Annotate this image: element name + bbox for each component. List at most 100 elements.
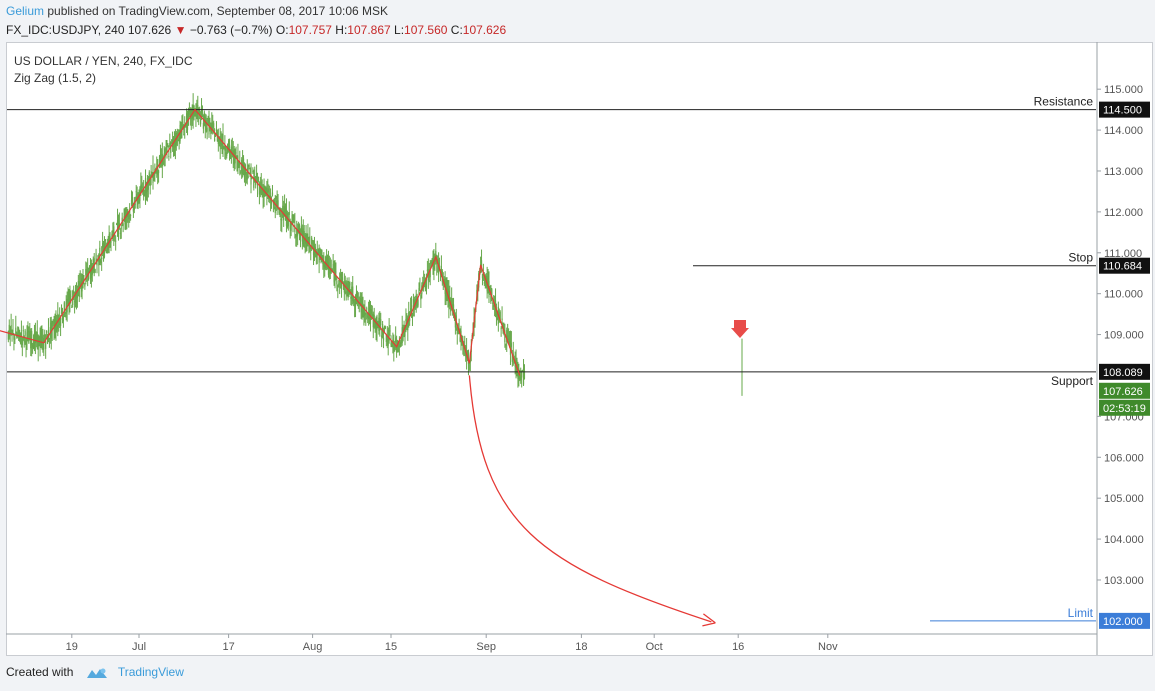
candle-body	[169, 143, 171, 146]
candle-body	[116, 223, 118, 225]
candle-body	[177, 132, 179, 136]
candle-body	[134, 203, 136, 205]
candle-body	[228, 140, 230, 150]
candle-body	[298, 224, 300, 230]
candle-body	[119, 232, 121, 234]
candle-body	[383, 326, 386, 334]
candle-body	[127, 213, 129, 216]
candle-body	[350, 297, 352, 299]
candle-body	[348, 282, 350, 291]
candle-body	[236, 158, 238, 169]
candle-body	[351, 286, 353, 298]
candle-body	[487, 277, 489, 285]
candle-body	[338, 283, 340, 285]
stop-badge-bg	[1099, 257, 1150, 274]
candle-body	[276, 200, 278, 205]
candle-body	[230, 146, 232, 155]
candle-body	[247, 176, 249, 178]
candles	[7, 93, 743, 396]
candle-body	[112, 230, 114, 233]
candle-body	[107, 241, 109, 250]
candle-body	[267, 188, 269, 193]
candle-body	[264, 186, 266, 195]
candle-body	[131, 197, 134, 204]
candle-body	[321, 250, 323, 259]
candle-body	[304, 239, 306, 242]
candle-body	[426, 269, 428, 271]
candle-body	[187, 111, 190, 117]
candle-body	[245, 172, 247, 174]
candle-body	[424, 279, 427, 289]
y-tick-label: 110.000	[1104, 289, 1143, 301]
author-link[interactable]: Gelium	[6, 4, 45, 18]
candle-body	[278, 208, 280, 214]
candle-body	[110, 239, 112, 243]
candle-body	[162, 160, 164, 165]
price-axis[interactable]: 115.000 114.000 113.000 112.000 111.000 110.0…	[1097, 84, 1144, 587]
candle-body	[88, 270, 90, 280]
candle-body	[61, 318, 64, 320]
candle-body	[59, 318, 61, 326]
candle-body	[452, 304, 455, 313]
candle-body	[287, 219, 289, 227]
chart-panel[interactable]	[6, 42, 1153, 656]
x-tick-label: Jul	[132, 641, 146, 653]
candle-body	[275, 196, 277, 200]
candle-body	[17, 332, 19, 337]
candle-body	[387, 339, 389, 346]
resistance-badge-bg	[1099, 101, 1150, 118]
candle-body	[21, 338, 23, 345]
y-tick-label: 105.000	[1104, 493, 1144, 505]
candle-body	[294, 225, 296, 233]
price-change: −0.763 (−0.7%)	[189, 23, 273, 37]
candle-body	[405, 318, 407, 322]
candle-body	[200, 108, 203, 115]
candle-body	[320, 254, 322, 256]
candle-body	[349, 283, 351, 286]
candle-body	[410, 308, 412, 313]
sell-arrow-icon	[731, 320, 749, 338]
candle-body	[503, 333, 505, 335]
candle-body	[98, 253, 100, 266]
candle-body	[375, 318, 377, 330]
candle-body	[94, 269, 96, 273]
candle-body	[246, 168, 248, 180]
candle-body	[510, 343, 512, 348]
candle-body	[253, 176, 255, 188]
candle-body	[66, 298, 68, 313]
candle-body	[188, 111, 190, 113]
forecast-curve	[468, 375, 712, 623]
candle-body	[297, 229, 299, 236]
candle-body	[507, 335, 509, 340]
candle-body	[106, 249, 108, 254]
candle-body	[491, 289, 493, 295]
candle-body	[356, 292, 358, 298]
limit-label: Limit	[1068, 606, 1094, 620]
candle-body	[121, 217, 123, 224]
candle-body	[76, 291, 78, 299]
tradingview-brand-link[interactable]: TradingView	[117, 665, 184, 679]
candle-body	[266, 190, 268, 194]
candle-body	[260, 181, 262, 190]
candle-body	[54, 323, 56, 331]
candle-body	[340, 273, 342, 277]
candle-body	[484, 277, 486, 283]
candle-body	[129, 209, 131, 214]
candle-body	[182, 121, 184, 129]
candle-body	[440, 265, 442, 274]
candle-body	[408, 311, 410, 319]
time-axis[interactable]: 15Jun19Jul17Aug15Sep18Oct16Nov	[0, 634, 838, 653]
candle-body	[68, 301, 70, 309]
candle-body	[122, 223, 124, 227]
candle-body	[299, 234, 302, 238]
candle-body	[206, 127, 208, 132]
candle-body	[377, 327, 379, 329]
candle-body	[331, 268, 333, 272]
candle-body	[201, 115, 204, 117]
zigzag-indicator	[0, 108, 521, 376]
candle-body	[218, 140, 220, 142]
candle-body	[104, 239, 106, 242]
candle-body	[51, 320, 53, 331]
candle-body	[339, 280, 341, 283]
